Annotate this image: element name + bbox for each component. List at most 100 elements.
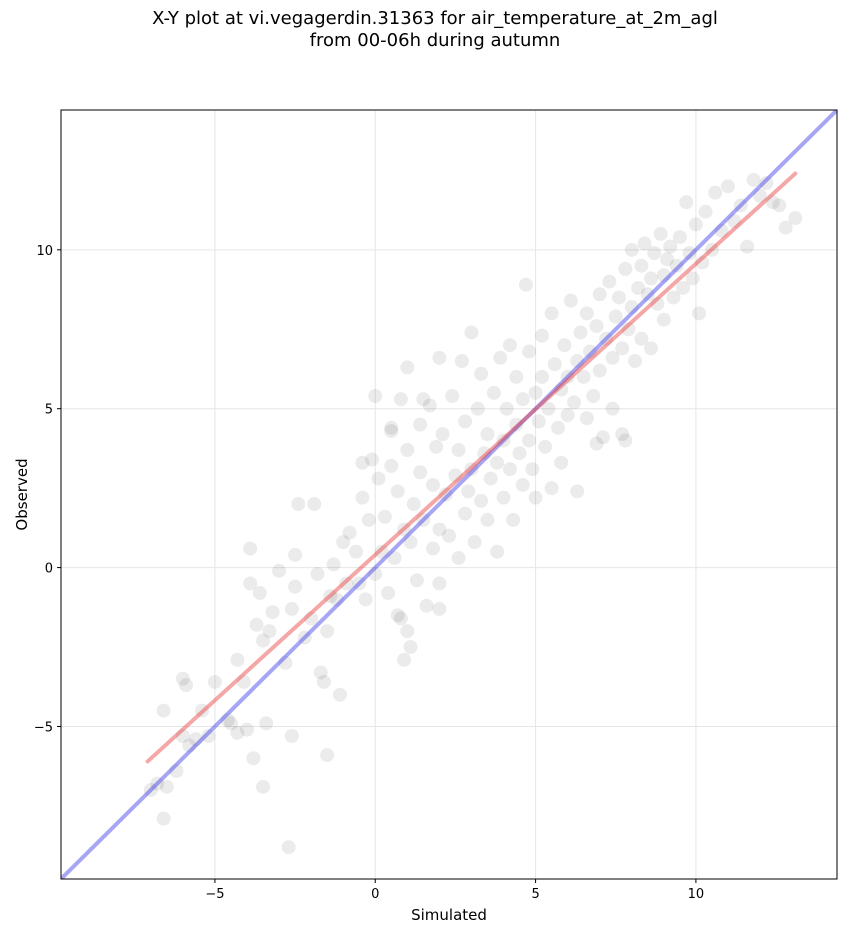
scatter-point — [272, 563, 287, 578]
scatter-point — [490, 455, 505, 470]
y-tick-label: −5 — [34, 720, 53, 735]
scatter-point — [384, 420, 399, 435]
scatter-point — [611, 290, 626, 305]
scatter-point — [313, 665, 328, 680]
scatter-point — [720, 179, 735, 194]
scatter-point — [534, 328, 549, 343]
scatter-point — [451, 551, 466, 566]
scatter-point — [169, 763, 184, 778]
scatter-point — [708, 185, 723, 200]
scatter-point — [560, 369, 575, 384]
scatter-point — [676, 280, 691, 295]
scatter-point — [538, 439, 553, 454]
scatter-point — [634, 258, 649, 273]
scatter-point — [692, 306, 707, 321]
scatter-point — [470, 401, 485, 416]
scatter-point — [583, 344, 598, 359]
scatter-point — [682, 245, 697, 260]
scatter-point — [339, 576, 354, 591]
scatter-point — [355, 455, 370, 470]
scatter-point — [506, 512, 521, 527]
scatter-point — [589, 319, 604, 334]
scatter-point — [579, 306, 594, 321]
scatter-point — [528, 385, 543, 400]
scatter-point — [422, 398, 437, 413]
scatter-point — [586, 388, 601, 403]
scatter-point — [384, 423, 399, 438]
scatter-point — [358, 592, 373, 607]
scatter-point — [547, 357, 562, 372]
scatter-point — [374, 544, 389, 559]
y-axis-ticks: −5 0 5 10 — [34, 244, 61, 735]
scatter-point — [329, 592, 344, 607]
scatter-point — [483, 471, 498, 486]
scatter-point — [400, 624, 415, 639]
scatter-point — [406, 497, 421, 512]
scatter-point — [522, 344, 537, 359]
scatter-point — [480, 427, 495, 442]
scatter-point — [403, 640, 418, 655]
scatter-point — [615, 341, 630, 356]
scatter-point — [284, 601, 299, 616]
scatter-point — [175, 729, 190, 744]
scatter-point — [464, 325, 479, 340]
scatter-point — [660, 252, 675, 267]
scatter-point — [304, 611, 319, 626]
scatter-point — [307, 497, 322, 512]
scatter-point — [772, 198, 787, 213]
scatter-point — [368, 566, 383, 581]
scatter-point — [570, 484, 585, 499]
scatter-point — [371, 471, 386, 486]
scatter-point — [474, 366, 489, 381]
x-tick-label: 0 — [371, 887, 379, 902]
scatter-point — [265, 605, 280, 620]
scatter-point — [336, 535, 351, 550]
scatter-point — [515, 392, 530, 407]
scatter-point — [368, 388, 383, 403]
scatter-point — [243, 541, 258, 556]
scatter-point — [326, 557, 341, 572]
scatter-point — [496, 433, 511, 448]
scatter-point — [365, 452, 380, 467]
scatter-point — [159, 779, 174, 794]
scatter-point — [332, 687, 347, 702]
scatter-point — [605, 350, 620, 365]
scatter-point — [416, 392, 431, 407]
scatter-point — [243, 576, 258, 591]
scatter-point — [589, 436, 604, 451]
scatter-point — [182, 738, 197, 753]
plot-frame — [60, 109, 838, 880]
scatter-point — [390, 484, 405, 499]
scatter-point — [201, 729, 216, 744]
scatter-point — [570, 354, 585, 369]
scatter-point — [685, 271, 700, 286]
scatter-point — [515, 477, 530, 492]
scatter-point — [733, 198, 748, 213]
scatter-point — [458, 414, 473, 429]
scatter-point — [512, 446, 527, 461]
scatter-point — [249, 617, 264, 632]
scatter-point — [288, 547, 303, 562]
scatter-point — [480, 512, 495, 527]
scatter-point — [442, 528, 456, 543]
scatter-point — [291, 497, 306, 512]
scatter-point — [323, 589, 338, 604]
scatter-point — [223, 716, 238, 731]
scatter-points — [143, 172, 803, 855]
scatter-point — [621, 322, 636, 337]
scatter-point — [175, 671, 190, 686]
scatter-point — [486, 385, 501, 400]
scatter-point — [631, 280, 646, 295]
scatter-point — [156, 703, 171, 718]
scatter-point — [143, 783, 158, 798]
scatter-point — [740, 239, 755, 254]
scatter-point — [644, 271, 659, 286]
scatter-point — [656, 312, 671, 327]
identity-line — [61, 110, 837, 879]
scatter-point — [557, 338, 572, 353]
scatter-point — [458, 506, 473, 521]
scatter-point — [765, 195, 780, 210]
scatter-point — [432, 601, 447, 616]
scatter-point — [563, 293, 578, 308]
